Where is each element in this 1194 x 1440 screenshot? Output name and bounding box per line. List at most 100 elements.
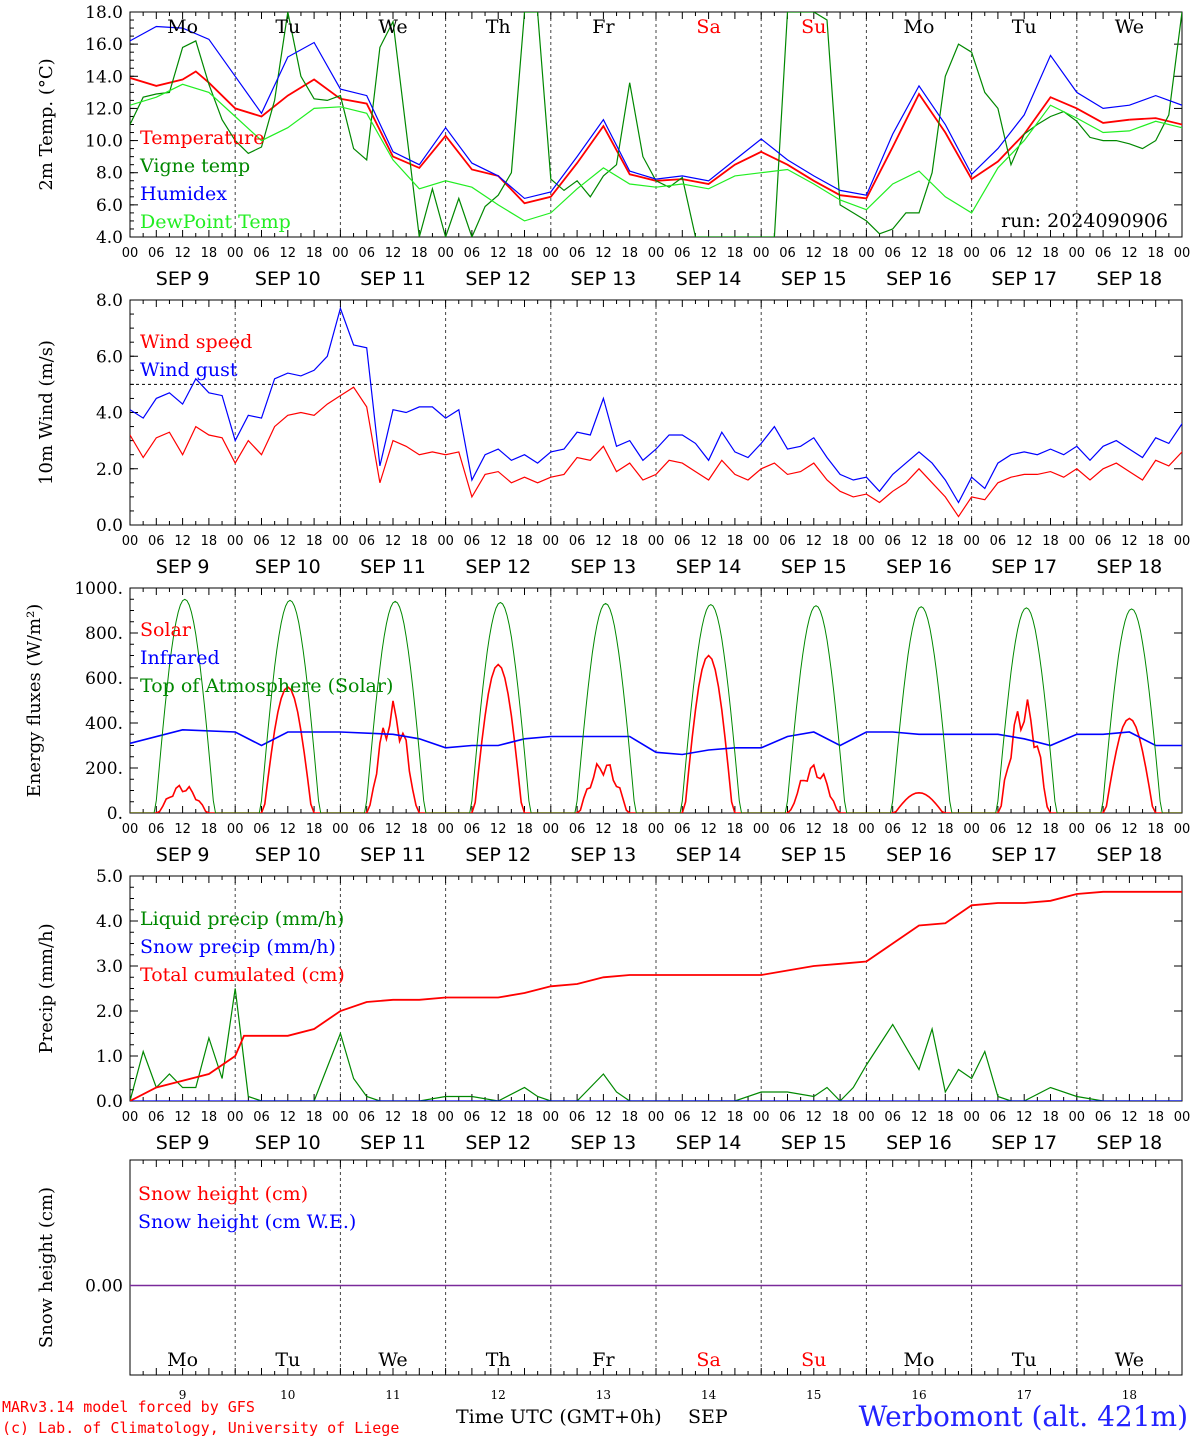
plot-frame-temperature xyxy=(129,11,1183,238)
y-tick-label: 0.0 xyxy=(96,516,123,536)
hour-label: 18 xyxy=(1042,822,1059,837)
hour-label: 18 xyxy=(516,534,533,549)
hour-label: 18 xyxy=(306,1110,323,1125)
dewpoint-temp-line xyxy=(130,83,1182,222)
day-number: 13 xyxy=(596,1388,611,1402)
hour-label: 06 xyxy=(990,1110,1007,1125)
date-label: SEP 12 xyxy=(465,1132,531,1154)
hour-label: 12 xyxy=(1121,1110,1138,1125)
date-label: SEP 9 xyxy=(156,268,210,290)
y-axis-label: 10m Wind (m/s) xyxy=(36,340,57,485)
hour-label: 06 xyxy=(464,822,481,837)
date-label: SEP 9 xyxy=(156,556,210,578)
day-number: 10 xyxy=(280,1388,295,1402)
day-number: 15 xyxy=(806,1388,821,1402)
hour-label: 18 xyxy=(727,822,744,837)
hour-label: 00 xyxy=(1069,534,1086,549)
hour-label: 18 xyxy=(1042,534,1059,549)
hour-label: 12 xyxy=(595,534,612,549)
hour-label: 00 xyxy=(753,822,770,837)
hour-label: 00 xyxy=(1174,1110,1191,1125)
hour-label: 00 xyxy=(332,822,349,837)
hour-label: 18 xyxy=(516,246,533,261)
hour-label: 00 xyxy=(543,1110,560,1125)
date-label: SEP 12 xyxy=(465,268,531,290)
plot-frame-wind xyxy=(129,299,1183,526)
hour-label: 18 xyxy=(201,246,218,261)
hour-label: 00 xyxy=(963,246,980,261)
hour-label: 18 xyxy=(516,1110,533,1125)
hour-label: 00 xyxy=(753,1110,770,1125)
hour-label: 12 xyxy=(806,246,823,261)
hour-label: 06 xyxy=(990,822,1007,837)
hour-label: 18 xyxy=(832,246,849,261)
weekday-top: Su xyxy=(801,16,826,38)
day-number: 16 xyxy=(911,1388,926,1402)
hour-label: 06 xyxy=(779,822,796,837)
y-tick-label: 8.0 xyxy=(96,291,123,311)
weekday-bottom: Tu xyxy=(1012,1349,1037,1371)
legend-energy-1: Infrared xyxy=(140,647,220,669)
hour-label: 06 xyxy=(569,822,586,837)
hour-label: 18 xyxy=(306,246,323,261)
hour-label: 18 xyxy=(411,534,428,549)
y-tick-label: 6.0 xyxy=(96,196,123,216)
liquid-precip-mm-h-line xyxy=(130,988,1182,1101)
hour-label: 06 xyxy=(464,246,481,261)
date-label: SEP 9 xyxy=(156,1132,210,1154)
hour-label: 12 xyxy=(700,1110,717,1125)
y-tick-label: 0.0 xyxy=(96,1092,123,1112)
hour-label: 12 xyxy=(911,1110,928,1125)
date-label: SEP 16 xyxy=(886,268,952,290)
total-cumulated-cm-line xyxy=(130,890,1182,1101)
hour-label: 06 xyxy=(674,822,691,837)
y-tick-label: 4.0 xyxy=(96,404,123,424)
y-tick-label: 12.0 xyxy=(85,99,123,119)
y-axis-label: Precip (mm/h) xyxy=(36,923,57,1053)
humidex-line xyxy=(130,25,1182,200)
hour-label: 12 xyxy=(174,246,191,261)
hour-label: 00 xyxy=(753,534,770,549)
date-label: SEP 17 xyxy=(991,844,1057,866)
hour-label: 12 xyxy=(174,534,191,549)
date-label: SEP 14 xyxy=(676,268,742,290)
hour-label: 18 xyxy=(411,822,428,837)
hour-label: 00 xyxy=(543,246,560,261)
y-tick-label: 8.0 xyxy=(96,164,123,184)
hour-label: 06 xyxy=(358,246,375,261)
x-axis-title: Time UTC (GMT+0h) xyxy=(456,1406,662,1428)
hour-label: 00 xyxy=(227,534,244,549)
hour-label: 06 xyxy=(464,1110,481,1125)
weekday-top: Sa xyxy=(696,16,720,38)
legend-wind-0: Wind speed xyxy=(140,331,252,353)
date-label: SEP 12 xyxy=(465,844,531,866)
date-label: SEP 13 xyxy=(571,1132,637,1154)
hour-label: 06 xyxy=(464,534,481,549)
date-label: SEP 11 xyxy=(360,844,426,866)
hour-label: 12 xyxy=(700,822,717,837)
hour-label: 06 xyxy=(358,534,375,549)
hour-label: 18 xyxy=(1147,534,1164,549)
hour-label: 00 xyxy=(1174,534,1191,549)
y-tick-label: 0. xyxy=(107,804,123,824)
weekday-top: Fr xyxy=(592,16,615,38)
hour-label: 18 xyxy=(411,1110,428,1125)
y-tick-label: 10.0 xyxy=(85,132,123,152)
legend-energy-2: Top of Atmosphere (Solar) xyxy=(140,675,393,697)
weekday-bottom: Fr xyxy=(592,1349,615,1371)
hour-label: 12 xyxy=(490,1110,507,1125)
y-axis-label: 2m Temp. (°C) xyxy=(36,58,57,190)
hour-label: 00 xyxy=(1174,822,1191,837)
date-label: SEP 15 xyxy=(781,268,847,290)
hour-label: 12 xyxy=(1121,822,1138,837)
hour-label: 06 xyxy=(990,534,1007,549)
weekday-bottom: Tu xyxy=(275,1349,300,1371)
hour-label: 12 xyxy=(490,534,507,549)
hour-label: 06 xyxy=(674,246,691,261)
hour-label: 18 xyxy=(201,534,218,549)
hour-label: 12 xyxy=(806,1110,823,1125)
date-label: SEP 18 xyxy=(1097,556,1163,578)
weekday-top: Th xyxy=(486,16,511,38)
date-label: SEP 10 xyxy=(255,1132,321,1154)
hour-label: 18 xyxy=(516,822,533,837)
